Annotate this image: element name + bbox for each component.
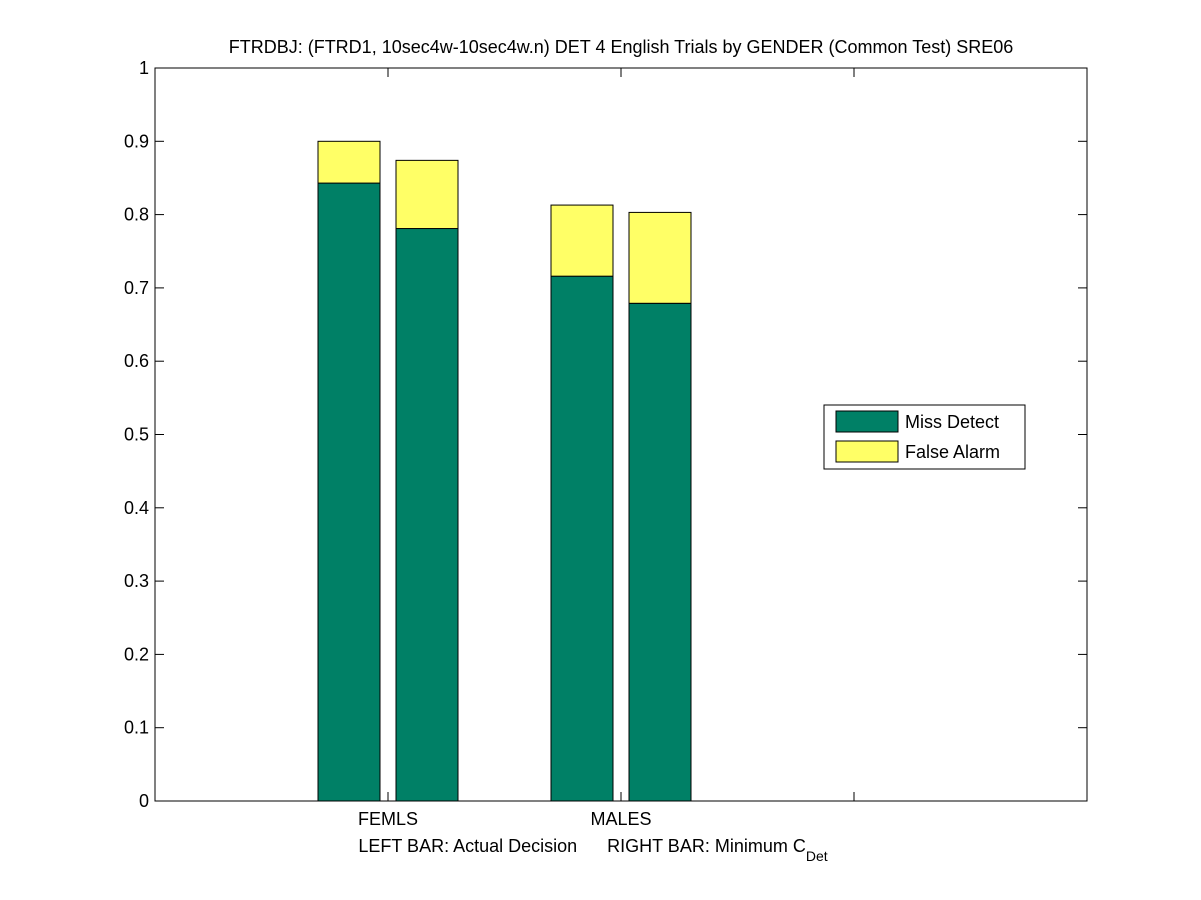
- y-tick-label: 0.5: [124, 425, 149, 445]
- y-tick-label: 1: [139, 58, 149, 78]
- bars-layer: [317, 140, 692, 802]
- x-axis-label-left: LEFT BAR: Actual Decision: [358, 836, 577, 856]
- bar-false-alarm: [395, 159, 459, 230]
- bar-miss-detect: [550, 275, 614, 802]
- bar-miss-detect: [317, 182, 381, 802]
- y-tick-label: 0.4: [124, 498, 149, 518]
- x-axis-label: LEFT BAR: Actual Decision RIGHT BAR: Mini…: [358, 836, 827, 864]
- x-tick-label: MALES: [590, 809, 651, 829]
- legend-swatch-miss-detect: [835, 410, 899, 433]
- bar-miss-detect: [395, 228, 459, 802]
- legend-label-false-alarm: False Alarm: [905, 442, 1000, 462]
- x-axis-label-subscript: Det: [806, 848, 828, 864]
- x-tick-label: FEMLS: [358, 809, 418, 829]
- y-tick-label: 0.2: [124, 644, 149, 664]
- legend-label-miss-detect: Miss Detect: [905, 412, 999, 432]
- bar-miss-detect: [628, 302, 692, 802]
- bar-false-alarm: [628, 211, 692, 304]
- bar-false-alarm: [550, 204, 614, 277]
- legend: Miss Detect False Alarm: [823, 404, 1026, 470]
- axes-layer: 0 0.1 0.2 0.3 0.4 0.5 0.6 0.7 0.8 0.9 1: [124, 58, 1088, 811]
- y-tick-label: 0.9: [124, 131, 149, 151]
- y-tick-label: 0.3: [124, 571, 149, 591]
- bar-false-alarm: [317, 140, 381, 184]
- y-tick-label: 0.7: [124, 278, 149, 298]
- y-tick-label: 0: [139, 791, 149, 811]
- x-tick-labels: FEMLS MALES: [358, 809, 652, 829]
- chart-title: FTRDBJ: (FTRD1, 10sec4w-10sec4w.n) DET 4…: [229, 37, 1014, 57]
- y-tick-label: 0.6: [124, 351, 149, 371]
- y-tick-label: 0.1: [124, 718, 149, 738]
- y-tick-label: 0.8: [124, 205, 149, 225]
- legend-swatch-false-alarm: [835, 440, 899, 463]
- x-axis-label-right: RIGHT BAR: Minimum C: [607, 836, 806, 856]
